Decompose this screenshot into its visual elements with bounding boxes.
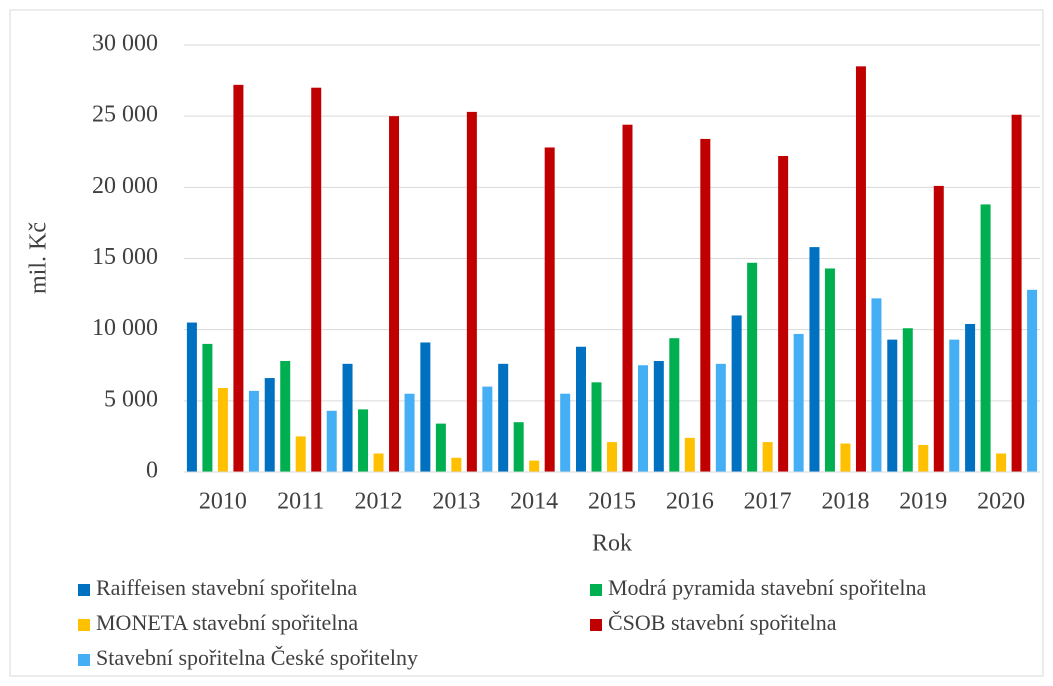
x-tick-label: 2010 xyxy=(199,489,247,515)
bar xyxy=(607,442,617,472)
x-tick-label: 2019 xyxy=(899,489,947,515)
bar xyxy=(949,339,960,472)
bar xyxy=(248,390,259,472)
bar xyxy=(280,360,291,472)
x-tick-label: 2020 xyxy=(977,489,1025,515)
bar xyxy=(824,268,835,472)
x-axis-label: Rok xyxy=(592,531,632,557)
bar xyxy=(264,378,275,472)
bar xyxy=(358,409,369,472)
bar xyxy=(404,393,415,472)
bar xyxy=(918,444,929,472)
bar xyxy=(887,339,898,472)
x-tick-label: 2013 xyxy=(432,489,480,515)
y-axis-label: mil. Kč xyxy=(26,222,52,294)
bar xyxy=(669,338,680,472)
bar xyxy=(560,393,571,472)
bar xyxy=(933,185,944,472)
legend-swatch xyxy=(78,619,90,631)
bar xyxy=(902,328,913,472)
bar xyxy=(855,66,866,472)
bar xyxy=(591,382,602,472)
legend-swatch xyxy=(590,619,602,631)
bar xyxy=(778,156,789,472)
legend-label: Raiffeisen stavební spořitelna xyxy=(96,575,357,600)
legend-label: MONETA stavební spořitelna xyxy=(96,610,358,635)
bar xyxy=(498,363,509,472)
legend-label: ČSOB stavební spořitelna xyxy=(608,610,837,635)
legend-swatch xyxy=(590,584,602,596)
x-tick-label: 2014 xyxy=(510,489,558,515)
x-tick-label: 2012 xyxy=(355,489,403,515)
bar xyxy=(311,87,322,472)
x-tick-label: 2016 xyxy=(666,489,714,515)
bar xyxy=(513,422,524,472)
bar xyxy=(700,138,711,472)
bar xyxy=(529,460,540,472)
bar xyxy=(373,453,384,472)
x-tick-label: 2011 xyxy=(277,489,324,515)
bar xyxy=(544,147,555,473)
bar xyxy=(840,443,851,472)
bar xyxy=(715,363,726,472)
bar xyxy=(653,360,664,472)
bar xyxy=(202,343,213,472)
x-tick-label: 2015 xyxy=(588,489,636,515)
bar xyxy=(1027,289,1038,472)
x-tick-label: 2017 xyxy=(744,489,792,515)
bar xyxy=(731,315,742,472)
bar xyxy=(326,410,337,472)
bar xyxy=(420,342,431,472)
bar xyxy=(482,386,493,472)
legend-label: Modrá pyramida stavební spořitelna xyxy=(608,575,927,600)
bar xyxy=(747,262,758,472)
y-tick-label: 0 xyxy=(146,458,158,484)
bar xyxy=(295,436,306,472)
bar xyxy=(622,124,633,472)
bar xyxy=(576,346,586,472)
chart-border xyxy=(9,9,1044,677)
bar xyxy=(217,388,228,472)
x-tick-label: 2018 xyxy=(821,489,869,515)
bar xyxy=(466,111,477,472)
bar xyxy=(1011,114,1022,472)
y-tick-label: 30 000 xyxy=(92,31,158,57)
y-tick-label: 15 000 xyxy=(92,244,158,270)
bar xyxy=(435,423,446,472)
bar xyxy=(871,298,882,472)
bar xyxy=(342,363,353,472)
bar xyxy=(684,437,695,472)
legend-label: Stavební spořitelna České spořitelny xyxy=(96,645,418,670)
y-tick-label: 20 000 xyxy=(92,173,158,199)
bar xyxy=(996,453,1007,472)
bar xyxy=(186,322,197,472)
bar xyxy=(793,333,804,472)
bar xyxy=(389,116,400,473)
bar xyxy=(451,457,462,472)
y-tick-label: 10 000 xyxy=(92,315,158,341)
y-tick-label: 5 000 xyxy=(104,386,158,412)
bar xyxy=(980,204,991,472)
bar xyxy=(233,84,244,472)
bar xyxy=(809,247,820,472)
legend-swatch xyxy=(78,654,90,666)
bar xyxy=(762,442,773,472)
bar xyxy=(965,323,976,472)
legend-swatch xyxy=(78,584,90,596)
y-tick-label: 25 000 xyxy=(92,102,158,128)
bar xyxy=(638,365,648,472)
